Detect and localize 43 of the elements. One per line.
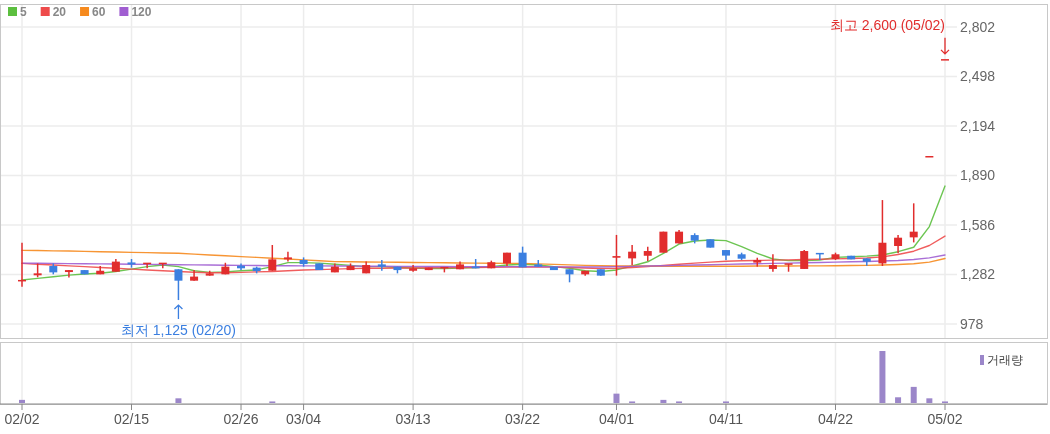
x-tick-label: 04/11 — [708, 411, 744, 427]
annotation: 최저 1,125 (02/20) — [120, 322, 237, 339]
bar — [175, 398, 182, 403]
bar — [926, 398, 933, 403]
candlestick — [174, 268, 183, 301]
candlestick — [612, 234, 621, 277]
x-tick-label: 02/02 — [4, 411, 40, 427]
annotation: 최고 2,600 (05/02) — [829, 16, 945, 33]
bar — [613, 393, 620, 403]
legend-label: 거래량 — [987, 353, 1023, 367]
candlestick — [283, 250, 292, 263]
x-tick-label: 03/13 — [395, 411, 431, 427]
y-tick-label: 1,586 — [960, 216, 996, 233]
bar — [19, 399, 25, 403]
candlestick — [768, 253, 777, 273]
y-tick-label: 1,282 — [960, 266, 996, 283]
candlestick — [878, 199, 887, 267]
bar — [895, 397, 902, 403]
y-tick-label: 2,498 — [960, 68, 996, 85]
x-tick-label: 02/15 — [113, 411, 150, 427]
y-tick-label: 1,890 — [960, 167, 996, 184]
bar — [660, 399, 667, 403]
legend-label: 120 — [131, 5, 152, 19]
x-tick-label: 02/26 — [223, 411, 259, 427]
candlestick — [800, 249, 809, 270]
y-tick-label: 2,802 — [960, 18, 996, 35]
x-tick-label: 03/22 — [505, 411, 541, 427]
candlestick — [64, 269, 73, 279]
x-tick-label: 04/22 — [817, 411, 854, 427]
legend-label: 20 — [52, 5, 67, 19]
candlestick — [628, 244, 637, 266]
candlestick — [377, 259, 386, 272]
candlestick — [268, 244, 277, 272]
x-tick-label: 04/01 — [598, 411, 635, 427]
y-tick-label: 2,194 — [960, 117, 996, 134]
candlestick — [894, 234, 903, 255]
x-tick-label: 03/04 — [286, 411, 322, 427]
bar — [879, 351, 886, 403]
legend-label: 5 — [20, 5, 27, 19]
y-tick-label: 978 — [960, 316, 984, 332]
legend-label: 60 — [92, 5, 106, 19]
x-tick-label: 05/02 — [927, 411, 963, 427]
bar — [910, 386, 917, 403]
